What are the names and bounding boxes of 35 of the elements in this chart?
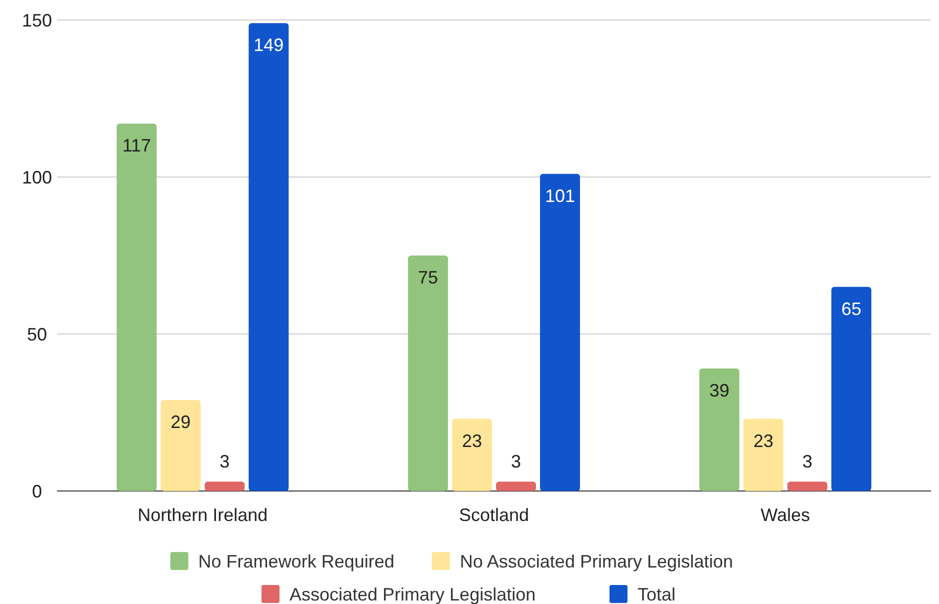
legend-label: Total — [638, 584, 676, 604]
bar — [540, 174, 580, 491]
legend-label: No Associated Primary Legislation — [460, 551, 734, 572]
legend-label: No Framework Required — [198, 551, 394, 572]
bar — [831, 286, 872, 491]
data-label: 39 — [709, 380, 730, 401]
bar — [160, 400, 201, 491]
data-label: 23 — [753, 430, 774, 451]
data-label: 117 — [122, 136, 152, 156]
bar — [248, 23, 289, 491]
bar — [743, 418, 784, 491]
x-tick-label: Scotland — [458, 505, 530, 525]
y-tick-label: 150 — [22, 10, 52, 30]
bar — [204, 482, 245, 491]
data-label: 23 — [462, 430, 482, 451]
bar — [496, 482, 536, 491]
data-label: 149 — [254, 35, 284, 56]
y-tick-label: 100 — [22, 167, 52, 188]
y-tick-label: 0 — [32, 481, 42, 502]
data-label: 3 — [802, 452, 812, 472]
data-label: 75 — [418, 268, 438, 288]
bar — [699, 368, 740, 491]
data-label: 3 — [220, 452, 230, 472]
data-label: 29 — [170, 412, 191, 432]
bar — [787, 482, 828, 491]
bar — [408, 256, 448, 491]
data-label: 65 — [841, 298, 862, 319]
x-tick-label: Northern Ireland — [138, 505, 268, 525]
data-label: 101 — [544, 186, 576, 206]
x-tick-label: Wales — [760, 505, 810, 525]
y-tick-label: 50 — [26, 324, 48, 344]
legend-label: Associated Primary Legislation — [290, 584, 536, 604]
bar — [116, 124, 157, 491]
bar — [452, 418, 492, 491]
data-label: 3 — [510, 452, 522, 472]
